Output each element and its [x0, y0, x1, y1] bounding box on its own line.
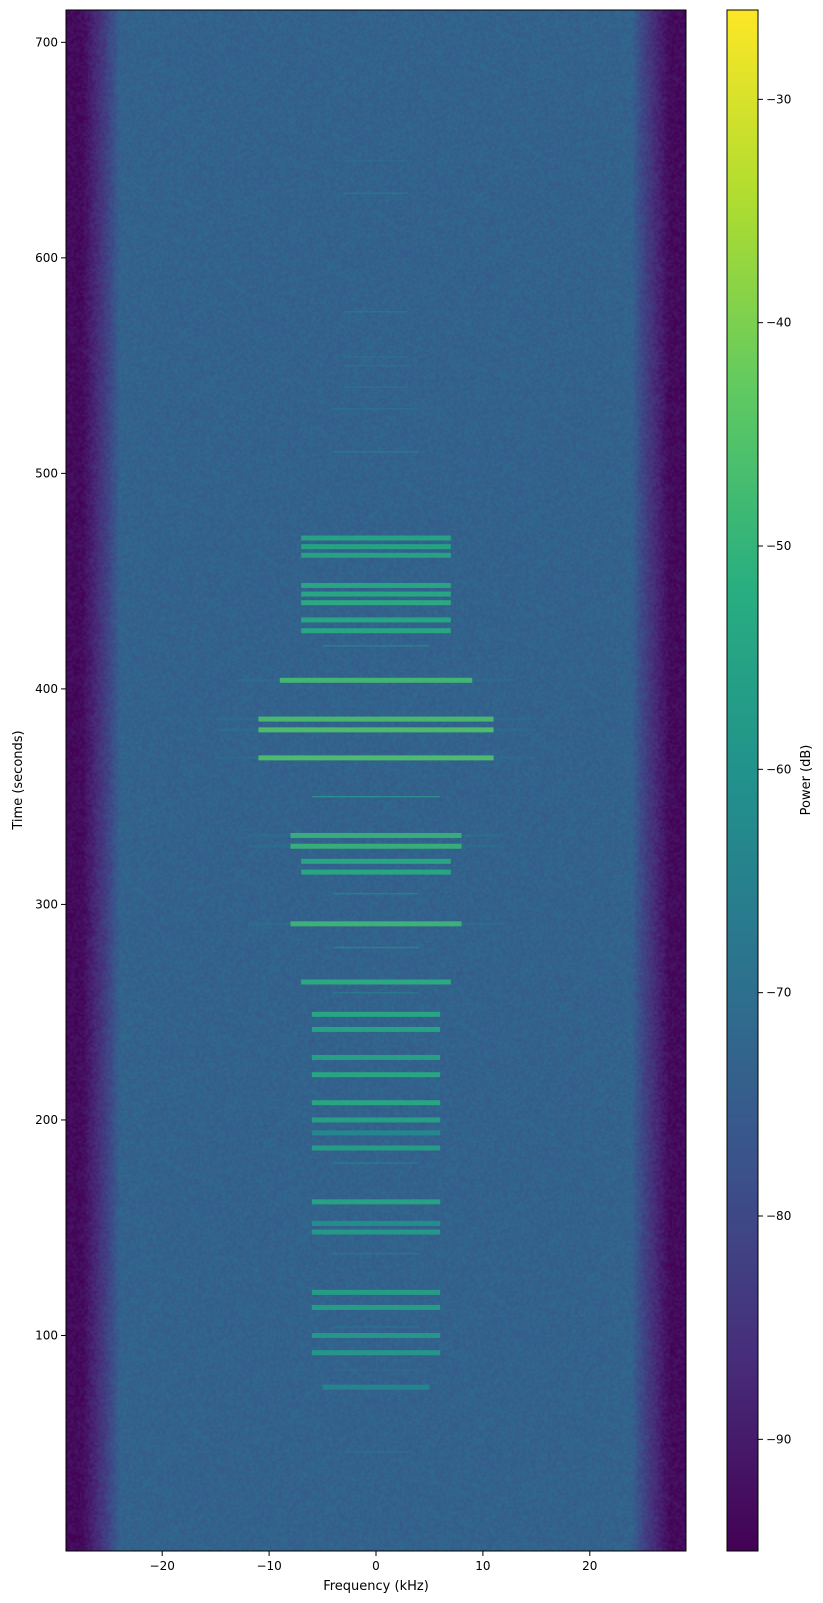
burst-band [301, 869, 451, 875]
burst-band [333, 1162, 419, 1164]
colorbar-tick-label: −40 [766, 316, 791, 330]
burst-band [301, 628, 451, 634]
y-tick-label: 200 [35, 1113, 58, 1127]
colorbar-ticks: −90 −80 −70 −60 −50 −40 −30 [758, 92, 791, 1446]
burst-band [311, 1054, 441, 1060]
x-tick-label: 10 [475, 1559, 490, 1573]
burst-band [301, 544, 451, 550]
burst-band [322, 1384, 430, 1390]
x-tick-label: 0 [372, 1559, 380, 1573]
burst-band [322, 645, 430, 647]
burst-band [311, 1072, 441, 1078]
colorbar-tick-label: −50 [766, 539, 791, 553]
y-axis: 100 200 300 400 500 600 700 [35, 35, 66, 1342]
burst-band [343, 364, 409, 367]
colorbar-tick-label: −90 [766, 1432, 791, 1446]
burst-band [301, 858, 451, 864]
y-tick-label: 100 [35, 1328, 58, 1342]
burst-band [290, 843, 462, 849]
burst-band [311, 1199, 441, 1205]
x-tick-label: 20 [582, 1559, 597, 1573]
burst-band [290, 832, 462, 838]
burst-band [301, 617, 451, 623]
burst-band [290, 921, 462, 927]
x-axis: −20 −10 0 10 20 [150, 1551, 597, 1573]
y-tick-label: 700 [35, 35, 58, 49]
burst-band [311, 1289, 441, 1295]
burst-band [333, 407, 419, 410]
burst-band [311, 1229, 441, 1235]
burst-band [301, 600, 451, 606]
y-tick-label: 400 [35, 682, 58, 696]
colorbar-tick-label: −60 [766, 762, 791, 776]
colorbar-tick-label: −80 [766, 1209, 791, 1223]
burst-band [311, 1117, 441, 1123]
colorbar-gradient [726, 9, 759, 1552]
burst-band [333, 1252, 419, 1255]
burst-band [311, 1304, 441, 1310]
spectrogram-heatmap [66, 10, 686, 1551]
burst-band [311, 1100, 441, 1106]
burst-band [311, 1145, 441, 1151]
burst-overlay-layer [215, 160, 537, 1453]
colorbar-tick-label: −70 [766, 986, 791, 1000]
burst-band [333, 992, 419, 994]
burst-band [343, 310, 409, 313]
burst-band [311, 1011, 441, 1017]
colorbar-label: Power (dB) [799, 745, 814, 816]
y-tick-label: 500 [35, 466, 58, 480]
burst-band [279, 677, 473, 683]
burst-band [343, 192, 409, 194]
burst-band [301, 591, 451, 597]
burst-band [333, 946, 419, 949]
burst-band [333, 451, 419, 453]
y-tick-label: 600 [35, 251, 58, 265]
colorbar-tick-label: −30 [766, 92, 791, 106]
burst-band [343, 386, 409, 388]
colorbar: −90 −80 −70 −60 −50 −40 −30 Power (dB) [726, 9, 814, 1552]
burst-band [311, 1332, 441, 1338]
y-tick-label: 300 [35, 897, 58, 911]
burst-band [333, 1369, 419, 1371]
x-tick-label: −20 [150, 1559, 175, 1573]
burst-band [301, 535, 451, 541]
burst-band [333, 892, 419, 895]
y-axis-label: Time (seconds) [11, 730, 26, 830]
burst-band [311, 1220, 441, 1226]
x-axis-label: Frequency (kHz) [323, 1579, 429, 1594]
burst-band [343, 356, 409, 358]
burst-band [311, 795, 441, 798]
burst-band [311, 1350, 441, 1356]
burst-band [343, 160, 409, 162]
burst-band [301, 582, 451, 588]
burst-band [258, 716, 494, 722]
spectrogram-plot-area [65, 9, 687, 1552]
burst-band [311, 1026, 441, 1032]
burst-band [311, 1130, 441, 1136]
burst-band [333, 1326, 419, 1328]
burst-band [343, 1451, 409, 1453]
x-tick-label: −10 [256, 1559, 281, 1573]
burst-band [258, 755, 494, 761]
burst-band [301, 552, 451, 558]
burst-band [258, 727, 494, 733]
burst-band [301, 979, 451, 985]
